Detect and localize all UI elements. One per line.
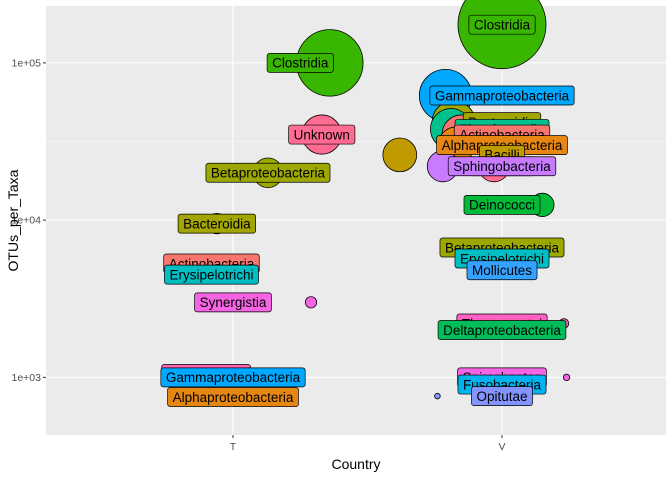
label-text: Unknown: [294, 127, 350, 142]
label-text: Alphaproteobacteria: [173, 390, 294, 405]
y-tick-label: 1e+04: [12, 215, 42, 227]
x-axis-title: Country: [331, 456, 380, 472]
y-tick-label: 1e+03: [12, 372, 42, 384]
label-box: [447, 156, 557, 177]
label-box: [471, 386, 533, 406]
label-V-deltaproteobacteria: Deltaproteobacteria: [437, 320, 567, 340]
label-box: [468, 14, 536, 35]
label-text: Gammaproteobacteria: [435, 88, 570, 103]
label-text: Clostridia: [474, 17, 531, 32]
grid-layer: [46, 6, 666, 435]
label-text: Deinococci: [469, 198, 535, 213]
label-box: [167, 387, 299, 407]
label-box: [466, 260, 538, 281]
label-V-mollicutes: Mollicutes: [466, 260, 538, 281]
label-V-sphingobacteria: Sphingobacteria: [447, 156, 557, 177]
y-tick-label: 1e+05: [12, 57, 42, 69]
label-V-opitutae: Opitutae: [471, 386, 533, 406]
label-T-betaproteobacteria: Betaproteobacteria: [205, 162, 331, 183]
bubble-V-bacilli: [382, 137, 418, 173]
label-text: Betaproteobacteria: [211, 166, 326, 181]
bubble-V-opitutae: [434, 392, 441, 400]
label-V-gammaproteobacteria: Gammaproteobacteria: [429, 85, 575, 106]
bubble-V-spirochaetes: [562, 373, 571, 382]
label-text: Opitutae: [476, 389, 527, 404]
label-T-clostridia: Clostridia: [266, 53, 334, 73]
label-text: Clostridia: [272, 56, 329, 71]
label-T-erysipelotrichi: Erysipelotrichi: [164, 264, 259, 285]
label-V-deinococci: Deinococci: [463, 195, 541, 215]
label-V-clostridia: Clostridia: [468, 14, 536, 35]
x-tick-label: T: [230, 441, 237, 453]
label-box: [177, 213, 256, 234]
label-T-alphaproteobacteria: Alphaproteobacteria: [167, 387, 299, 407]
label-layer: Clostridia Unknown Betaproteobacteria Bacte…: [160, 14, 575, 407]
label-box: [288, 124, 356, 145]
label-box: [429, 85, 575, 106]
label-text: Erysipelotrichi: [169, 267, 253, 282]
label-text: Gammaproteobacteria: [166, 370, 301, 385]
y-axis-title: OTUs_per_Taxa: [5, 169, 21, 271]
label-text: Deltaproteobacteria: [443, 323, 561, 338]
label-box: [463, 195, 541, 215]
bubble-T-synergistia: [304, 296, 318, 309]
label-box: [205, 162, 331, 183]
label-box: [437, 320, 567, 340]
label-T-bacteroidia: Bacteroidia: [177, 213, 256, 234]
label-text: Mollicutes: [472, 263, 532, 278]
label-box: [160, 367, 306, 388]
label-box: [194, 292, 272, 313]
x-tick-label: V: [498, 441, 505, 453]
label-box: [164, 264, 259, 285]
label-T-synergistia: Synergistia: [194, 292, 272, 313]
label-box: [266, 53, 334, 73]
label-text: Sphingobacteria: [453, 159, 551, 174]
label-T-gammaproteobacteria: Gammaproteobacteria: [160, 367, 306, 388]
label-text: Bacteroidia: [183, 216, 251, 231]
axis-layer: 1e+03 1e+04 1e+05 T V: [12, 57, 506, 453]
label-T-unknown: Unknown: [288, 124, 356, 145]
label-text: Synergistia: [200, 295, 267, 310]
